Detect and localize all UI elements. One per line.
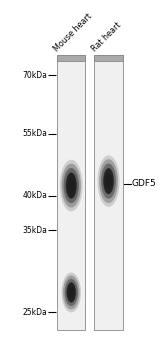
Ellipse shape	[103, 168, 114, 194]
Bar	[57, 55, 85, 330]
Text: GDF5: GDF5	[132, 180, 157, 188]
Text: 40kDa: 40kDa	[22, 191, 47, 201]
Text: 70kDa: 70kDa	[22, 71, 47, 80]
Ellipse shape	[104, 168, 113, 194]
Text: Mouse heart: Mouse heart	[52, 11, 94, 53]
Ellipse shape	[101, 163, 116, 199]
Ellipse shape	[68, 286, 74, 299]
Ellipse shape	[68, 178, 75, 193]
Ellipse shape	[62, 272, 81, 313]
Ellipse shape	[105, 173, 112, 189]
Text: 25kDa: 25kDa	[23, 308, 47, 317]
Ellipse shape	[66, 173, 77, 198]
Ellipse shape	[65, 279, 78, 306]
Ellipse shape	[99, 159, 118, 203]
Ellipse shape	[63, 275, 80, 309]
Bar	[57, 55, 85, 61]
Ellipse shape	[62, 164, 81, 208]
Ellipse shape	[98, 155, 120, 207]
Bar	[94, 55, 123, 61]
Text: 55kDa: 55kDa	[22, 130, 47, 138]
Text: 35kDa: 35kDa	[22, 226, 47, 235]
Ellipse shape	[67, 282, 76, 302]
Ellipse shape	[60, 160, 83, 211]
Ellipse shape	[63, 168, 79, 203]
Ellipse shape	[66, 173, 76, 198]
Text: Rat heart: Rat heart	[90, 20, 123, 53]
Ellipse shape	[66, 282, 76, 302]
Bar	[94, 55, 123, 330]
